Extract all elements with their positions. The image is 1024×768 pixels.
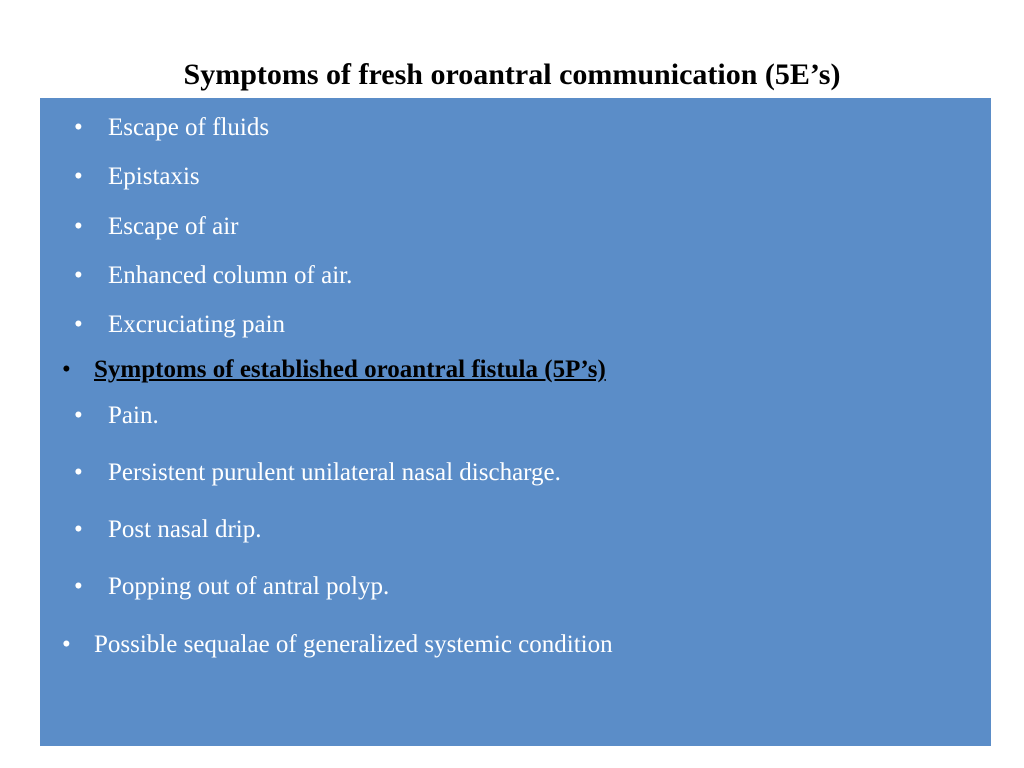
list-item: Persistent purulent unilateral nasal dis… bbox=[52, 457, 979, 488]
bullet-list: Escape of fluids Epistaxis Escape of air En… bbox=[52, 112, 979, 660]
list-item: Symptoms of established oroantral fistul… bbox=[52, 354, 979, 385]
subheading-text: Symptoms of established oroantral fistul… bbox=[94, 356, 606, 383]
list-item: Possible sequalae of generalized systemi… bbox=[52, 629, 979, 660]
list-item: Post nasal drip. bbox=[52, 514, 979, 545]
list-item: Escape of fluids bbox=[52, 112, 979, 143]
content-box: Escape of fluids Epistaxis Escape of air En… bbox=[40, 98, 991, 746]
list-item: Pain. bbox=[52, 400, 979, 431]
list-item: Epistaxis bbox=[52, 161, 979, 192]
list-item: Escape of air bbox=[52, 211, 979, 242]
list-item: Excruciating pain bbox=[52, 309, 979, 340]
list-item: Enhanced column of air. bbox=[52, 260, 979, 291]
slide: Symptoms of fresh oroantral communicatio… bbox=[0, 0, 1024, 768]
slide-title: Symptoms of fresh oroantral communicatio… bbox=[0, 58, 1024, 92]
list-item: Popping out of antral polyp. bbox=[52, 571, 979, 602]
